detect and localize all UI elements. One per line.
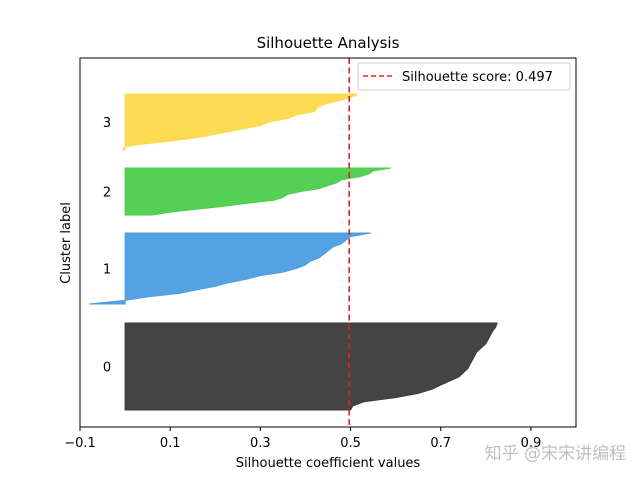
clusters-layer: 0 1 2 3 <box>88 93 498 411</box>
plot-frame <box>79 57 577 428</box>
cluster-3-silhouette-area <box>121 93 358 151</box>
x-tick-label: 0.7 <box>430 436 451 451</box>
cluster-label-2: 2 <box>103 186 111 201</box>
legend-entry-silhouette-score: Silhouette score: 0.497 <box>402 70 553 85</box>
cluster-label-1: 1 <box>103 263 111 278</box>
cluster-label-3: 3 <box>103 116 111 131</box>
legend-box <box>357 62 571 91</box>
x-axis-label: Silhouette coefficient values <box>236 456 421 471</box>
legend: Silhouette score: 0.497 <box>357 62 571 91</box>
cluster-1-silhouette-area <box>88 232 371 305</box>
x-axis: −0.1 0.1 0.3 0.5 0.7 0.9 <box>64 427 541 451</box>
x-tick-label: 0.9 <box>521 436 542 451</box>
x-tick-label: 0.3 <box>250 436 271 451</box>
cluster-label-0: 0 <box>103 361 111 376</box>
cluster-2-silhouette-area <box>124 167 392 216</box>
x-tick-label: −0.1 <box>64 436 96 451</box>
watermark-text: 知乎 @宋宋讲编程 <box>484 444 626 464</box>
x-tick-label: 0.1 <box>160 436 181 451</box>
y-axis-label: Cluster label <box>59 202 74 284</box>
x-tick-label: 0.5 <box>340 436 361 451</box>
chart-title: Silhouette Analysis <box>257 34 400 52</box>
cluster-0-silhouette-area <box>124 322 498 411</box>
